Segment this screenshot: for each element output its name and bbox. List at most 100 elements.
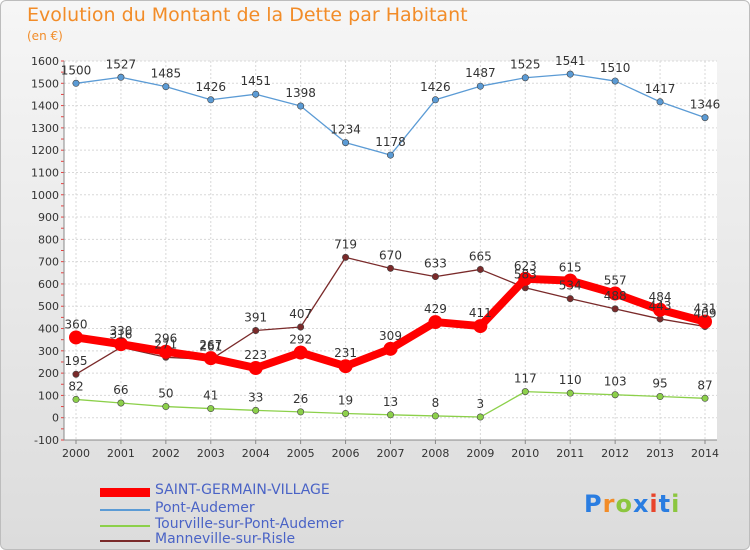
legend-swatch <box>100 540 150 542</box>
data-label: 261 <box>199 340 222 354</box>
x-tick-label: 2009 <box>466 447 494 460</box>
data-point <box>117 73 125 81</box>
y-tick-label: 1300 <box>31 122 59 135</box>
data-point <box>386 151 394 159</box>
x-tick-label: 2006 <box>332 447 360 460</box>
data-label: 391 <box>244 311 267 325</box>
legend-swatch <box>100 487 150 497</box>
x-tick-label: 2014 <box>691 447 719 460</box>
data-point <box>297 323 305 331</box>
x-tick-label: 2012 <box>601 447 629 460</box>
data-point <box>293 345 308 360</box>
data-label: 557 <box>604 274 627 288</box>
data-label: 1541 <box>555 54 586 68</box>
data-point <box>297 102 305 110</box>
data-point <box>207 405 215 413</box>
data-label: 665 <box>469 249 492 263</box>
x-tick-label: 2000 <box>62 447 90 460</box>
data-label: 409 <box>694 307 717 321</box>
y-tick-label: 1000 <box>31 189 59 202</box>
data-point <box>476 82 484 90</box>
data-label: 1178 <box>375 135 406 149</box>
data-label: 1346 <box>690 98 721 112</box>
data-point <box>611 77 619 85</box>
y-tick-label: 100 <box>38 389 59 402</box>
x-tick-label: 2007 <box>377 447 405 460</box>
chart-title: Evolution du Montant de la Dette par Hab… <box>27 4 468 26</box>
data-label: 1426 <box>420 80 451 94</box>
y-tick-label: 900 <box>38 211 59 224</box>
data-point <box>342 139 350 147</box>
data-label: 534 <box>559 279 582 293</box>
x-tick-label: 2002 <box>152 447 180 460</box>
data-label: 719 <box>334 237 357 251</box>
data-point <box>72 79 80 87</box>
y-tick-label: 1600 <box>31 55 59 68</box>
data-label: 431 <box>694 302 717 316</box>
data-point <box>342 253 350 261</box>
data-label: 95 <box>652 377 667 391</box>
data-point <box>72 395 80 403</box>
proxiti-logo: Proxiti <box>584 490 680 518</box>
data-label: 292 <box>289 333 312 347</box>
data-label: 1525 <box>510 58 541 72</box>
legend-swatch <box>100 525 150 527</box>
data-point <box>653 302 668 317</box>
y-tick-label: 1500 <box>31 77 59 90</box>
data-label: 41 <box>203 389 218 403</box>
y-tick-label: 1400 <box>31 100 59 113</box>
data-label: 583 <box>514 268 537 282</box>
y-tick-label: 300 <box>38 345 59 358</box>
data-point <box>162 83 170 91</box>
data-point <box>698 314 712 329</box>
data-label: 271 <box>154 337 177 351</box>
data-label: 3 <box>477 397 485 411</box>
data-point <box>521 388 529 396</box>
data-label: 87 <box>697 378 712 392</box>
data-label: 50 <box>158 387 173 401</box>
data-point <box>701 394 709 402</box>
data-label: 1426 <box>196 80 227 94</box>
data-point <box>428 315 443 330</box>
data-point <box>473 319 488 334</box>
data-label: 8 <box>432 396 440 410</box>
data-label: 615 <box>559 261 582 275</box>
data-point <box>476 413 484 421</box>
y-tick-label: 1200 <box>31 144 59 157</box>
data-point <box>518 271 533 286</box>
y-tick-label: 200 <box>38 367 59 380</box>
data-label: 110 <box>559 373 582 387</box>
data-point <box>252 406 260 414</box>
data-point <box>72 370 80 378</box>
x-tick-label: 2010 <box>511 447 539 460</box>
data-point <box>252 327 260 335</box>
data-point <box>386 264 394 272</box>
x-tick-label: 2005 <box>287 447 315 460</box>
data-label: 1398 <box>285 86 316 100</box>
logo-letter: t <box>658 490 672 518</box>
data-point <box>69 330 83 345</box>
x-tick-label: 2003 <box>197 447 225 460</box>
data-label: 316 <box>109 327 132 341</box>
logo-letter: i <box>671 490 681 518</box>
data-label: 488 <box>604 289 627 303</box>
data-point <box>608 286 623 301</box>
data-label: 443 <box>649 299 672 313</box>
data-label: 1485 <box>151 67 182 81</box>
data-label: 231 <box>334 346 357 360</box>
legend-swatch <box>100 509 150 511</box>
data-label: 623 <box>514 259 537 273</box>
y-tick-label: 600 <box>38 278 59 291</box>
data-point <box>383 341 398 356</box>
data-label: 633 <box>424 257 447 271</box>
data-point <box>297 408 305 416</box>
data-point <box>656 393 664 401</box>
data-label: 360 <box>65 317 88 331</box>
data-label: 19 <box>338 393 353 407</box>
logo-letter: x <box>632 490 650 518</box>
data-point <box>158 344 173 359</box>
data-label: 223 <box>244 348 267 362</box>
data-point <box>248 360 263 375</box>
y-tick-label: 1100 <box>31 166 59 179</box>
